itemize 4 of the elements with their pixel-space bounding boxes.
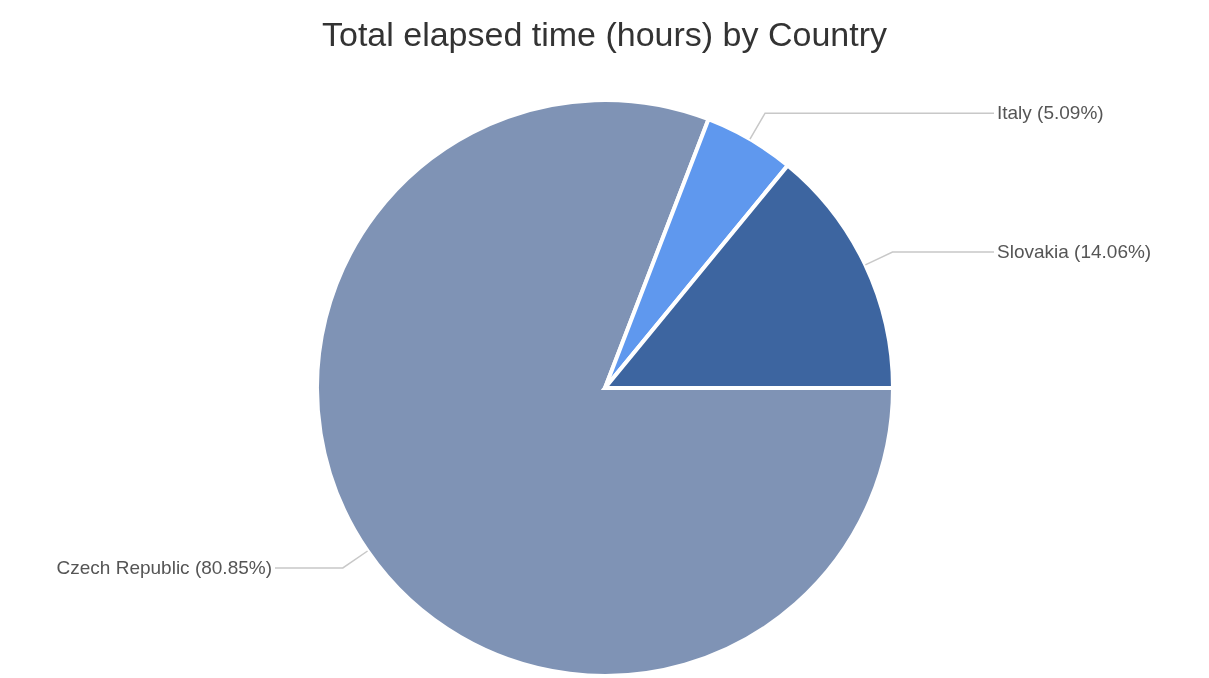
slice-label: Czech Republic (80.85%) (56, 556, 272, 578)
slice-label: Slovakia (14.06%) (997, 241, 1152, 263)
chart-title: Total elapsed time (hours) by Country (321, 15, 888, 53)
slice-label: Italy (5.09%) (997, 102, 1104, 124)
